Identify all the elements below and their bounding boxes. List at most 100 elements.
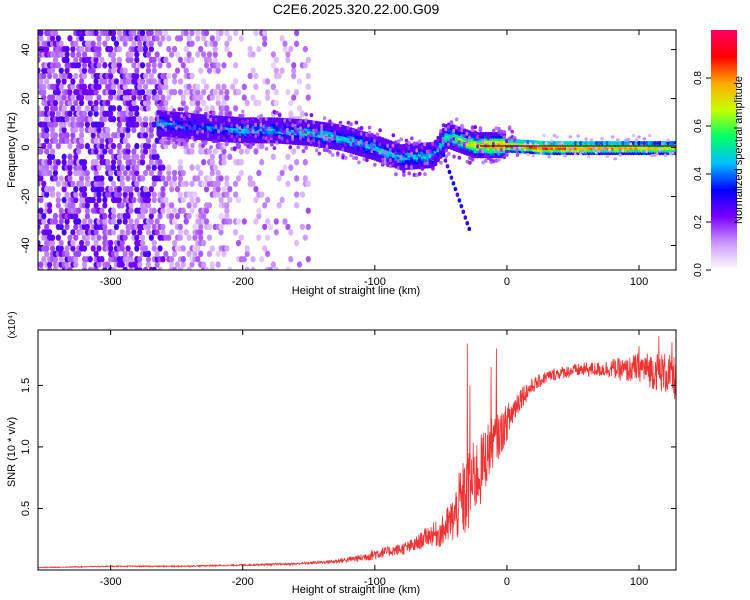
spectrogram-noise-cell: [81, 72, 88, 80]
spectrogram-noise-cell: [99, 105, 105, 112]
spectrogram-noise-cell: [198, 45, 204, 53]
spectrogram-ridge-cell: [481, 131, 485, 137]
spectrogram-noise-cell: [122, 218, 128, 225]
spectrogram-halo-cell: [203, 141, 208, 146]
spectrogram-noise-cell: [233, 78, 239, 85]
spectrogram-noise-cell: [73, 223, 79, 231]
spectrogram-noise-cell: [256, 99, 262, 107]
spectrogram-noise-cell: [93, 239, 99, 247]
spectrogram-noise-cell: [73, 185, 79, 193]
spectrogram-noise-cell: [264, 218, 271, 225]
spectrogram-noise-cell: [64, 245, 70, 252]
spectrogram-halo-cell: [423, 172, 427, 177]
spectrogram-noise-cell: [157, 212, 163, 220]
spectrogram-noise-cell: [128, 56, 134, 64]
spectrogram-noise-cell: [151, 121, 157, 128]
spectrogram-halo-cell: [460, 128, 464, 133]
spectrogram-noise-cell: [192, 202, 198, 209]
spectrogram-noise-cell: [157, 169, 163, 177]
spectrogram-noise-cell: [250, 67, 256, 74]
spectrogram-noise-cell: [169, 261, 175, 268]
spectrogram-noise-cell: [131, 175, 137, 182]
spectrogram-ridge-cell: [650, 140, 655, 146]
spectrogram-noise-cell: [180, 94, 186, 101]
spectrogram-halo-cell: [407, 140, 411, 145]
spectrogram-noise-cell: [44, 115, 50, 123]
spectrogram-noise-cell: [119, 164, 125, 171]
spectrogram-noise-cell: [244, 148, 250, 155]
x-tick-label: 0: [504, 276, 510, 288]
spectrogram-noise-cell: [183, 105, 189, 112]
spectrogram-noise-cell: [166, 62, 172, 69]
spectrogram-halo-cell: [391, 162, 396, 167]
spectrogram-halo-cell: [325, 148, 330, 153]
spectrogram-noise-cell: [87, 218, 93, 225]
spectrogram-noise-cell: [131, 126, 137, 134]
spectrogram-noise-cell: [151, 142, 157, 150]
spectrogram-noise-cell: [102, 234, 108, 241]
spectrogram-noise-cell: [145, 35, 152, 42]
spectrogram-noise-cell: [44, 105, 50, 112]
spectrogram-noise-cell: [273, 99, 279, 107]
spectrogram-noise-cell: [125, 142, 131, 150]
spectrogram-noise-cell: [134, 245, 140, 252]
spectrogram-noise-cell: [102, 40, 108, 47]
spectrogram-noise-cell: [218, 212, 224, 220]
spectrogram-halo-cell: [267, 139, 271, 144]
spectrogram-noise-cell: [154, 153, 160, 161]
spectrogram-noise-cell: [102, 212, 108, 220]
spectrogram-noise-cell: [198, 223, 204, 231]
spectrogram-noise-cell: [58, 239, 64, 247]
spectrogram-noise-cell: [93, 202, 99, 209]
spectrogram-halo-cell: [238, 113, 242, 118]
spectrogram-noise-cell: [110, 105, 117, 112]
spectrogram-noise-cell: [78, 45, 85, 53]
spectrogram-noise-cell: [93, 266, 99, 270]
spectrogram-halo-cell: [322, 148, 327, 153]
spectrogram-noise-cell: [49, 234, 56, 241]
spectrogram-noise-cell: [233, 105, 239, 112]
spectrogram-noise-cell: [90, 196, 96, 204]
spectrogram-ridge-cell: [653, 140, 657, 146]
spectrogram-ridge-cell: [547, 140, 551, 146]
spectrogram-noise-cell: [137, 115, 143, 123]
spectrogram-noise-cell: [276, 72, 282, 80]
spectrogram-noise-cell: [148, 234, 154, 241]
spectrogram-noise-cell: [78, 78, 85, 85]
spectrogram-ridge-cell: [637, 140, 641, 146]
spectrogram-noise-cell: [90, 245, 96, 252]
spectrogram-noise-cell: [192, 223, 198, 231]
spectrogram-noise-cell: [78, 126, 85, 134]
spectrogram-noise-cell: [305, 83, 311, 91]
x-tick-label: 0: [504, 576, 510, 588]
spectrogram-noise-cell: [276, 175, 282, 182]
spectrogram-noise-cell: [212, 164, 218, 171]
spectrogram-noise-cell: [227, 266, 233, 270]
spectrogram-noise-cell: [183, 180, 189, 187]
spectrogram-halo-cell: [375, 136, 380, 141]
spectrogram-noise-cell: [99, 185, 105, 193]
spectrogram-noise-cell: [73, 153, 79, 161]
spectrogram-ridge-cell: [576, 140, 581, 146]
spectrogram-noise-cell: [73, 126, 79, 134]
spectrogram-noise-cell: [47, 207, 53, 214]
spectrogram-noise-cell: [238, 159, 245, 166]
spectrogram-halo-cell: [544, 141, 549, 145]
spectrogram-ridge-cell: [542, 140, 546, 146]
y-tick-label: 0.5: [20, 501, 32, 516]
spectrogram-noise-cell: [61, 105, 67, 112]
spectrogram-tail-cell: [451, 181, 456, 186]
spectrogram-noise-cell: [108, 110, 114, 117]
spectrogram-halo-cell: [227, 130, 232, 135]
spectrogram-noise-cell: [250, 256, 256, 263]
spectrogram-halo-cell: [336, 151, 340, 156]
spectrogram-halo-cell: [423, 142, 427, 147]
spectrogram-noise-cell: [279, 67, 285, 74]
spectrogram-noise-cell: [171, 72, 178, 80]
spectrogram-noise-cell: [110, 51, 117, 58]
spectrogram-noise-cell: [195, 99, 201, 107]
spectrogram-noise-cell: [157, 159, 163, 166]
spectrogram-noise-cell: [177, 56, 183, 64]
spectrogram-ridge-cell: [539, 140, 544, 146]
spectrogram-noise-cell: [125, 229, 131, 236]
